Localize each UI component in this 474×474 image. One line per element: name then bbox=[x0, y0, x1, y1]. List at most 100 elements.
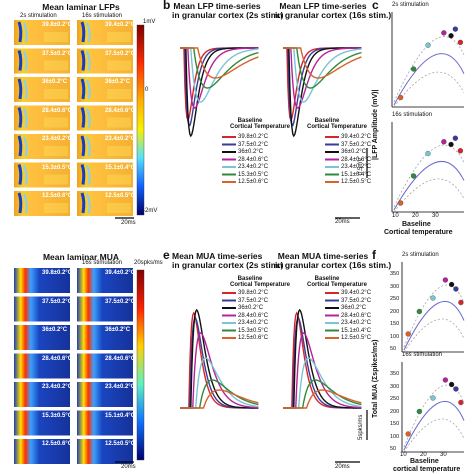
mua-colorbar bbox=[136, 269, 145, 461]
panel-e-legend-title-2: Baseline Cortical Temperature bbox=[307, 276, 367, 288]
panel-c-top-point bbox=[410, 66, 417, 72]
legend-label: 23.4±0.2°C bbox=[238, 164, 269, 170]
lfp-tile-shade bbox=[107, 89, 131, 99]
lfp-heatmap-tile bbox=[77, 77, 133, 102]
panel-c-top-point bbox=[448, 33, 454, 39]
lfp-sink-edge bbox=[23, 51, 28, 71]
mua-heatmap-tile bbox=[77, 410, 133, 436]
lfp-sink-edge bbox=[23, 136, 28, 157]
panel-c-bottom-ci-lower bbox=[393, 178, 465, 213]
lfp-heatmap-tile bbox=[77, 162, 133, 188]
mua-trace bbox=[180, 389, 259, 409]
panel-f-ytick: 250 bbox=[390, 396, 400, 402]
legend-label: 15.3±0.5°C bbox=[238, 327, 269, 334]
panel-d-col2: 16s stimulation bbox=[82, 260, 123, 266]
panel-b-scale-y: 0.5mV bbox=[358, 157, 364, 175]
tile-temp-label: 39.4±0.2°C bbox=[105, 270, 136, 276]
lfp-heatmap-tile bbox=[77, 48, 133, 74]
tile-temp-label: 15.3±0.5°C bbox=[42, 164, 73, 171]
tile-temp-label: 23.4±0.2°C bbox=[105, 136, 136, 142]
mua-trace bbox=[180, 308, 259, 409]
panel-d-heatmaps bbox=[14, 268, 145, 464]
lfp-heatmap-tile bbox=[14, 77, 70, 102]
lfp-tile-shade bbox=[44, 60, 68, 71]
panel-e-title-2: Mean MUA time-series in granular cortex (… bbox=[275, 251, 392, 270]
lfp-tile-shade bbox=[107, 117, 131, 128]
panel-a-title: Mean laminar LFPs bbox=[42, 2, 120, 12]
lfp-heatmap-tile bbox=[77, 105, 133, 131]
mua-trace bbox=[283, 332, 362, 409]
panel-c-xlabel-2: Cortical temperature bbox=[384, 229, 453, 236]
tile-temp-label: 12.5±0.6°C bbox=[42, 193, 73, 199]
mua-heatmap-tile bbox=[14, 296, 70, 322]
panel-f-top-point bbox=[405, 331, 411, 337]
panel-b-scale-x: 20ms bbox=[335, 219, 350, 225]
lfp-tile-shade bbox=[107, 174, 131, 185]
mua-heatmap-tile bbox=[77, 325, 133, 350]
panel-c-bottom-fit bbox=[393, 161, 465, 211]
panel-c-top-point bbox=[452, 26, 459, 32]
mua-heatmap-tile bbox=[14, 382, 70, 407]
panel-e-scale-x: 20ms bbox=[335, 464, 350, 470]
lfp-tile-shade bbox=[44, 117, 68, 128]
mua-heatmap-tile bbox=[14, 353, 70, 379]
panel-d-title: Mean laminar MUA bbox=[42, 252, 120, 262]
lfp-heatmap-tile bbox=[14, 134, 70, 159]
mua-heatmap-tile bbox=[14, 439, 70, 464]
legend-label: 39.8±0.2°C bbox=[238, 134, 269, 140]
tile-temp-label: 12.5±0.6°C bbox=[42, 441, 73, 447]
lfp-sink bbox=[17, 135, 23, 157]
legend-label: 28.4±0.6°C bbox=[341, 156, 372, 163]
mua-heatmap-tile bbox=[77, 382, 133, 407]
panel-f-ytick: 100 bbox=[390, 333, 400, 340]
legend-label: 12.5±0.5°C bbox=[341, 179, 372, 185]
panel-f-bottom-ci-upper bbox=[403, 384, 465, 448]
panel-c-xtick-1: 10 bbox=[392, 213, 399, 219]
panel-f-top-ci-upper bbox=[403, 284, 465, 348]
panel-f-ytick: 250 bbox=[390, 296, 400, 302]
panel-a-scalebar: 20ms bbox=[121, 220, 136, 226]
tile-temp-label: 39.8±0.2°C bbox=[42, 22, 73, 28]
lfp-colorbar bbox=[136, 24, 145, 216]
panel-f-xtick: 20 bbox=[420, 452, 427, 458]
panel-b-legend-title-2: Baseline Cortical Temperature bbox=[307, 118, 367, 130]
tile-temp-label: 37.5±0.2°C bbox=[42, 298, 73, 305]
lfp-sink-edge bbox=[86, 79, 91, 100]
lfp-heatmap-tile bbox=[77, 134, 133, 159]
panel-f-xlabel-2: cortical temperature bbox=[393, 466, 461, 473]
panel-f-bottom-fit bbox=[403, 400, 465, 451]
lfp-sink bbox=[17, 21, 23, 43]
legend-label: 28.4±0.6°C bbox=[238, 312, 269, 319]
lfp-heatmap-tile bbox=[77, 20, 133, 45]
panel-f-top-point bbox=[430, 295, 436, 301]
legend-label: 23.4±0.2°C bbox=[341, 164, 372, 170]
lfp-sink bbox=[17, 192, 23, 214]
panel-c-xlabel-1: Baseline bbox=[402, 221, 431, 228]
lfp-sink-edge bbox=[23, 108, 28, 128]
panel-f-ytick: 150 bbox=[390, 421, 400, 427]
panel-f-ytick: 350 bbox=[390, 371, 400, 377]
panel-f-bottom-point bbox=[416, 408, 423, 415]
lfp-tile-shade bbox=[107, 146, 131, 156]
mua-trace bbox=[180, 332, 259, 409]
lfp-trace bbox=[180, 47, 259, 109]
panel-f-bottom-point bbox=[448, 381, 455, 388]
mua-heatmap-tile bbox=[77, 268, 133, 293]
panel-d-scalebar: 20ms bbox=[121, 464, 136, 470]
panel-f-top-ci-lower bbox=[403, 318, 465, 353]
panel-c-xtick-2: 20 bbox=[412, 213, 419, 219]
lfp-sink bbox=[80, 163, 86, 185]
legend-label: 12.5±0.6°C bbox=[238, 179, 269, 185]
lfp-sink bbox=[17, 106, 23, 128]
panel-e-mua-timeseries bbox=[180, 292, 368, 463]
panel-f-ytick: 200 bbox=[390, 408, 400, 415]
panel-b-title-1: Mean LFP time-series in granular cortex (… bbox=[172, 1, 284, 20]
legend-label: 36±0.2°C bbox=[238, 305, 264, 311]
panel-f-top-point bbox=[416, 308, 423, 315]
panel-a-cbar-bot: -2mV bbox=[143, 208, 158, 214]
lfp-sink-edge bbox=[23, 193, 28, 214]
lfp-heatmap-tile bbox=[14, 48, 70, 74]
panel-f-xlabel-1: Baseline bbox=[410, 458, 439, 465]
panel-c-top-point bbox=[441, 30, 447, 36]
panel-f-ytick: 50 bbox=[390, 346, 397, 352]
